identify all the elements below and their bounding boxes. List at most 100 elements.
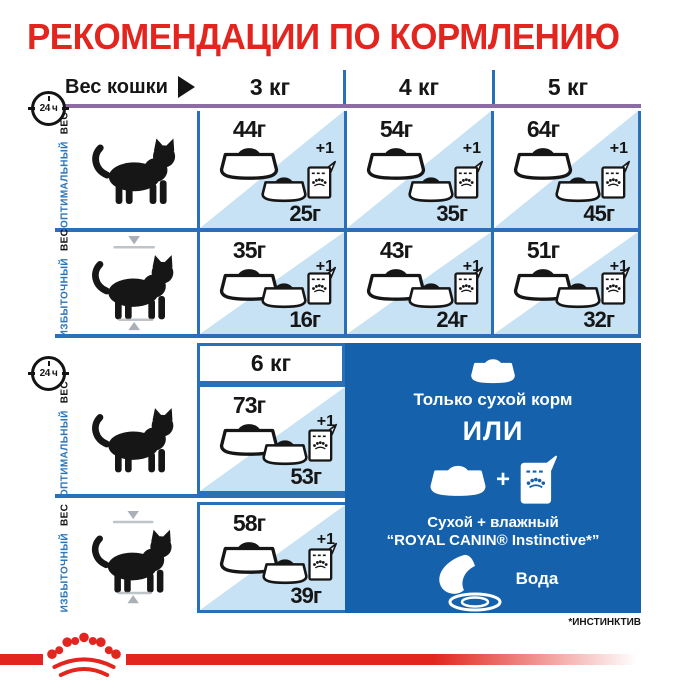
plus-one-pouch-label: +1	[315, 140, 334, 158]
wet-food-pouch-icon	[453, 266, 483, 306]
24h-clock-icon: 24 ч	[28, 91, 69, 126]
water-icon	[438, 554, 502, 612]
royal-canin-crown-logo	[44, 629, 124, 681]
plus-sign: +	[495, 466, 510, 493]
24h-clock-icon: 24 ч	[28, 356, 69, 391]
feeding-table-section-1: ОПТИМАЛЬНЫЙВЕС 44г +1 25г	[55, 111, 641, 338]
table-header-row: Вес кошки 3 кг 4 кг 5 кг	[55, 70, 641, 108]
plus-one-pouch-label: +1	[462, 257, 481, 275]
clock-label: 24 ч	[39, 103, 58, 114]
dry-amount: 44г	[232, 116, 266, 142]
food-bowl-icon	[259, 281, 309, 309]
dry-plus-wet-icons	[551, 259, 633, 309]
row-label-main: ИЗБЫТОЧНЫЙ	[59, 532, 71, 612]
or-label: ИЛИ	[462, 416, 524, 446]
dry-with-wet-amount: 39г	[290, 583, 322, 608]
feeding-cell-5kg-excess: 51г +1 32г	[491, 232, 641, 334]
excess-weight-cat-icon	[85, 510, 183, 605]
brand-bar-gradient	[126, 654, 658, 665]
dry-with-wet-amount: 16г	[289, 307, 321, 332]
dry-plus-wet-icons: +	[429, 455, 557, 505]
row-label-cell: ОПТИМАЛЬНЫЙВЕС	[55, 111, 197, 228]
feeding-options-panel: Только сухой корм ИЛИ + Сухой + влажный …	[345, 343, 641, 613]
water-block: Вода	[428, 553, 559, 613]
row-label-cell: ИЗБЫТОЧНЫЙ ВЕС	[55, 502, 197, 613]
feeding-cell-3kg-optimal: 44г +1 25г	[197, 111, 344, 228]
dry-plus-wet-icons	[404, 153, 486, 203]
wet-food-pouch-icon	[519, 455, 557, 505]
dry-with-wet-amount: 24г	[436, 307, 468, 332]
column-header-3kg: 3 кг	[249, 73, 291, 100]
plus-one-pouch-label: +1	[462, 140, 481, 158]
optimal-weight-cat-icon	[85, 397, 185, 481]
dry-plus-wet-label: Сухой + влажный	[427, 514, 559, 531]
dry-with-wet-amount: 45г	[583, 201, 615, 226]
excess-weight-row: ИЗБЫТОЧНЫЙ ВЕС 35г +1 16г	[55, 228, 641, 338]
dry-amount: 54г	[379, 116, 413, 142]
plus-one-pouch-label: +1	[609, 257, 628, 275]
feeding-cell-6kg-excess: 58г +1 39г	[197, 502, 348, 613]
only-dry-label: Только сухой корм	[413, 390, 573, 409]
row-label-main: ОПТИМАЛЬНЫЙ	[59, 410, 71, 498]
row-label: ИЗБЫТОЧНЫЙ ВЕС	[60, 503, 71, 612]
dry-plus-wet-icons	[258, 416, 340, 466]
feeding-cell-4kg-optimal: 54г +1 35г	[344, 111, 491, 228]
excess-weight-cat-icon	[85, 236, 185, 331]
feeding-cell-6kg-optimal: 73г +1 53г	[197, 384, 348, 494]
dry-amount: 58г	[232, 510, 266, 536]
dry-with-wet-amount: 53г	[290, 464, 322, 489]
excess-weight-row: ИЗБЫТОЧНЫЙ ВЕС 58г +1 39г	[55, 502, 348, 613]
food-bowl-icon	[553, 281, 603, 309]
dry-amount: 73г	[232, 392, 266, 418]
row-label-weight: ВЕС	[59, 228, 71, 252]
dry-plus-wet-icons	[551, 153, 633, 203]
product-name-label: “ROYAL CANIN® Instinctive*”	[386, 532, 600, 549]
row-label-weight: ВЕС	[59, 503, 71, 526]
wet-food-pouch-icon	[453, 160, 483, 200]
food-bowl-icon	[260, 438, 310, 466]
optimal-weight-cat-icon	[85, 127, 187, 213]
page-title: РЕКОМЕНДАЦИИ ПО КОРМЛЕНИЮ	[27, 16, 620, 57]
optimal-weight-row: ОПТИМАЛЬНЫЙВЕС 44г +1 25г	[55, 111, 641, 232]
plus-one-pouch-label: +1	[609, 140, 628, 158]
clock-dash	[62, 372, 69, 375]
column-header-5kg: 5 кг	[492, 70, 641, 104]
weight-header-cell: Вес кошки	[55, 70, 197, 104]
dry-only-block: 35г	[212, 237, 286, 302]
feeding-cell-5kg-optimal: 64г +1 45г	[491, 111, 641, 228]
clock-dash	[28, 372, 35, 375]
dry-only-block: 73г	[212, 392, 286, 457]
food-bowl-icon	[429, 463, 487, 497]
food-bowl-icon	[260, 557, 310, 585]
feeding-table-section-2: 6 кг ОПТИМАЛЬНЫЙВЕС 73г +1	[55, 343, 641, 613]
dry-plus-wet-icons	[258, 535, 340, 585]
clock-tick	[47, 361, 50, 366]
wet-food-pouch-icon	[306, 266, 336, 306]
column-header-6kg: 6 кг	[197, 343, 345, 384]
feeding-cell-4kg-excess: 43г +1 24г	[344, 232, 491, 334]
row-label-cell: ИЗБЫТОЧНЫЙ ВЕС	[55, 228, 197, 338]
dry-amount: 35г	[232, 237, 266, 263]
dry-amount: 51г	[526, 237, 560, 263]
row-label-main: ИЗБЫТОЧНЫЙ	[59, 258, 71, 338]
weight-header-label: Вес кошки	[65, 75, 168, 98]
dry-only-block: 58г	[212, 510, 286, 575]
clock-dash	[62, 107, 69, 110]
arrow-right-icon	[178, 76, 195, 98]
water-label: Вода	[515, 569, 559, 588]
row-label-cell: ОПТИМАЛЬНЫЙВЕС	[55, 381, 197, 498]
row-label: ОПТИМАЛЬНЫЙВЕС	[60, 111, 71, 227]
dry-only-block: 44г	[212, 116, 286, 181]
wet-food-pouch-icon	[600, 266, 630, 306]
feeding-cell-3kg-excess: 35г +1 16г	[197, 232, 344, 334]
dry-plus-wet-icons	[257, 259, 339, 309]
plus-one-pouch-label: +1	[316, 413, 335, 430]
wet-food-pouch-icon	[600, 160, 630, 200]
dry-only-block: 64г	[506, 116, 580, 181]
dry-only-block: 43г	[359, 237, 433, 302]
wet-food-pouch-icon	[307, 542, 337, 582]
row-label-main: ОПТИМАЛЬНЫЙ	[59, 140, 71, 228]
clock-tick	[47, 96, 50, 101]
wet-food-pouch-icon	[307, 423, 337, 463]
